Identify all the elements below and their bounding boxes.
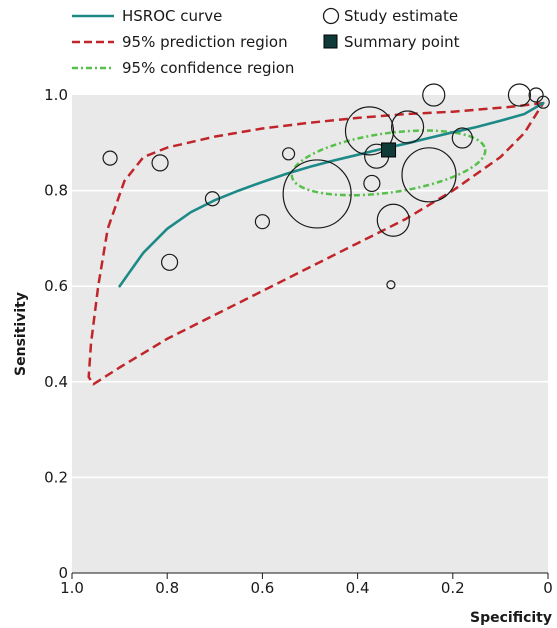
legend-label: Study estimate <box>344 7 458 25</box>
study-point <box>386 280 396 290</box>
study-point <box>282 159 352 229</box>
study-point <box>254 214 270 230</box>
x-tick-labels: 1.0 0.8 0.6 0.4 0.2 0 <box>60 573 553 597</box>
study-point <box>507 83 532 107</box>
legend-summary-swatch <box>323 34 338 49</box>
x-axis-title: Specificity <box>470 610 552 626</box>
legend-entry: 95% confidence region <box>72 59 294 77</box>
legend-label: Summary point <box>344 33 460 51</box>
legend-label: HSROC curve <box>122 7 222 25</box>
study-point <box>528 87 544 103</box>
regions-layer <box>87 101 545 386</box>
study-point <box>363 174 381 193</box>
x-tick-label: 0.4 <box>346 579 370 597</box>
x-tick-label: 0 <box>543 579 553 597</box>
legend-entry: HSROC curve <box>72 7 222 25</box>
legend-entry: Summary point <box>323 33 460 51</box>
x-tick-label: 0.6 <box>250 579 274 597</box>
y-tick-label: 0 <box>58 564 68 582</box>
x-tick-label: 1.0 <box>60 579 84 597</box>
study-point <box>160 253 179 271</box>
y-tick-label: 0.6 <box>44 277 68 295</box>
x-tick-label: 0.8 <box>155 579 179 597</box>
legend-entry: 95% prediction region <box>72 33 288 51</box>
study-point <box>401 147 457 203</box>
legend: HSROC curve Study estimate 95% prediction … <box>72 7 460 77</box>
grid-lines <box>72 189 548 574</box>
legend-study-swatch <box>322 7 340 25</box>
study-point <box>151 154 169 172</box>
study-point <box>376 203 410 237</box>
y-axis-title: Sensitivity <box>13 292 29 376</box>
summary-point <box>381 142 397 158</box>
prediction-region <box>87 101 545 386</box>
legend-label: 95% confidence region <box>122 59 294 77</box>
legend-entry: Study estimate <box>322 7 458 25</box>
confidence-region <box>290 129 487 197</box>
legend-label: 95% prediction region <box>122 33 288 51</box>
study-point <box>451 127 473 149</box>
study-point <box>102 150 118 166</box>
study-point <box>281 147 296 161</box>
study-point <box>204 191 221 207</box>
summary-layer <box>381 142 397 158</box>
plot-background <box>72 95 548 573</box>
hsroc-curve <box>118 101 545 288</box>
hsroc-curve-layer <box>118 101 545 288</box>
study-point <box>390 110 425 144</box>
y-tick-labels: 0 0.2 0.4 0.6 0.8 1.0 <box>44 86 68 582</box>
study-point <box>344 106 395 156</box>
y-tick-label: 1.0 <box>44 86 68 104</box>
y-tick-label: 0.2 <box>44 468 68 486</box>
y-tick-label: 0.8 <box>44 182 68 200</box>
y-tick-label: 0.4 <box>44 373 68 391</box>
study-point <box>536 95 550 109</box>
study-point <box>422 83 446 107</box>
x-tick-label: 0.2 <box>441 579 465 597</box>
